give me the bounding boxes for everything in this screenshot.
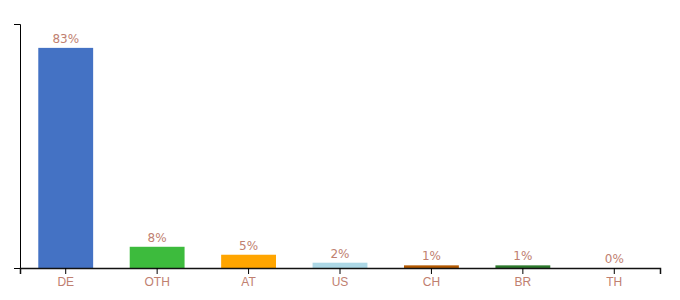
- data-label: 1%: [422, 249, 441, 263]
- x-tick-line: [522, 268, 523, 274]
- data-label: 1%: [513, 249, 532, 263]
- x-tick: DE: [57, 268, 74, 289]
- x-tick-label: AT: [241, 275, 256, 289]
- x-axis: DE OTH AT US CH BR TH: [21, 268, 661, 289]
- bar: [130, 247, 185, 268]
- bars: [38, 48, 550, 268]
- x-tick-line: [157, 268, 158, 274]
- chart-svg: DE OTH AT US CH BR TH 83% 8% 5% 2% 1% 1% 0%: [0, 0, 680, 300]
- x-tick-line: [248, 268, 249, 274]
- data-label: 5%: [239, 239, 258, 253]
- x-tick: OTH: [144, 268, 169, 289]
- x-tick-label: BR: [515, 275, 532, 289]
- x-tick-line: [340, 268, 341, 274]
- x-axis-line: [21, 269, 661, 275]
- x-tick: CH: [423, 268, 440, 289]
- bar: [404, 265, 459, 268]
- x-tick-label: OTH: [144, 275, 169, 289]
- data-label: 83%: [52, 32, 79, 46]
- x-tick: TH: [606, 268, 622, 289]
- x-tick: BR: [515, 268, 532, 289]
- data-label: 0%: [605, 252, 624, 266]
- x-tick-label: CH: [423, 275, 440, 289]
- bar: [38, 48, 93, 268]
- x-tick-label: DE: [57, 275, 74, 289]
- y-axis-line: [14, 25, 21, 269]
- data-label: 2%: [330, 247, 349, 261]
- x-tick-label: US: [332, 275, 349, 289]
- bar: [313, 263, 368, 268]
- bar: [495, 265, 550, 268]
- bar: [221, 255, 276, 268]
- x-tick-line: [431, 268, 432, 274]
- y-axis: [14, 25, 21, 269]
- x-tick: AT: [241, 268, 256, 289]
- chart-container: DE OTH AT US CH BR TH 83% 8% 5% 2% 1% 1% 0%: [0, 0, 680, 300]
- x-tick-line: [65, 268, 66, 274]
- x-tick-line: [614, 268, 615, 274]
- data-labels: 83% 8% 5% 2% 1% 1% 0%: [52, 32, 623, 266]
- data-label: 8%: [148, 231, 167, 245]
- x-tick: US: [332, 268, 349, 289]
- plot-area: DE OTH AT US CH BR TH 83% 8% 5% 2% 1% 1% 0%: [14, 25, 661, 289]
- x-tick-label: TH: [606, 275, 622, 289]
